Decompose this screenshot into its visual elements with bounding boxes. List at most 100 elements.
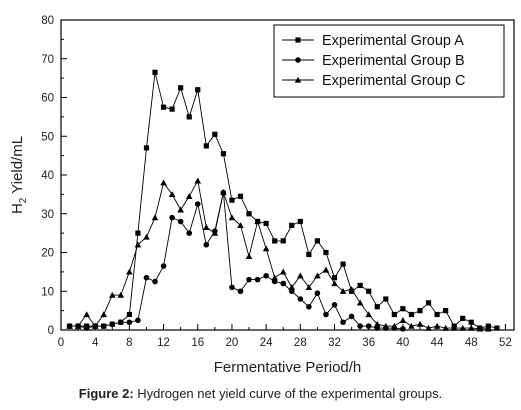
series-line xyxy=(69,179,489,330)
data-point xyxy=(160,263,167,269)
data-point xyxy=(160,179,167,186)
data-point xyxy=(83,311,90,318)
data-point xyxy=(262,245,270,252)
data-point xyxy=(152,69,158,75)
series-line xyxy=(69,192,403,330)
data-point xyxy=(109,321,116,327)
x-axis-title: Fermentative Period/h xyxy=(214,359,362,376)
data-point xyxy=(134,241,142,248)
data-point xyxy=(366,288,372,294)
data-point xyxy=(417,308,423,314)
data-point xyxy=(408,311,415,318)
y-tick-label: 70 xyxy=(41,54,54,66)
data-point xyxy=(229,284,235,291)
data-point xyxy=(425,300,432,306)
data-point xyxy=(169,106,175,112)
x-tick-label: 36 xyxy=(362,337,375,349)
legend-entry: Experimental Group C xyxy=(282,73,465,89)
data-point xyxy=(135,317,141,324)
x-tick-label: 20 xyxy=(226,337,239,349)
data-point xyxy=(340,261,346,267)
data-point xyxy=(263,220,269,227)
legend-entry: Experimental Group A xyxy=(282,33,464,49)
data-point xyxy=(100,323,107,329)
data-point xyxy=(323,311,329,318)
data-point xyxy=(220,151,226,157)
data-point xyxy=(314,238,321,244)
data-point xyxy=(271,274,278,281)
data-point xyxy=(220,189,227,196)
x-tick-label: 32 xyxy=(328,337,341,349)
y-axis-title-main: H xyxy=(9,203,26,214)
data-point xyxy=(357,323,363,329)
data-point xyxy=(211,229,219,236)
legend-label: Experimental Group B xyxy=(322,53,465,69)
data-point xyxy=(306,251,312,258)
data-point xyxy=(467,324,475,331)
data-point xyxy=(331,302,338,308)
series-layer xyxy=(66,69,500,332)
data-point xyxy=(339,287,347,294)
y-axis-title-subscript: 2 xyxy=(18,197,29,203)
data-point xyxy=(91,322,99,329)
data-point xyxy=(245,253,253,260)
data-point xyxy=(160,104,167,110)
legend-label: Experimental Group A xyxy=(322,33,464,49)
data-point xyxy=(117,291,125,298)
data-point xyxy=(365,323,372,329)
data-point xyxy=(151,214,159,221)
data-point xyxy=(373,320,381,327)
data-point xyxy=(289,222,295,228)
legend-marker xyxy=(295,57,301,63)
y-axis-title: H2 Yield/mL xyxy=(9,136,29,214)
data-point xyxy=(400,326,406,332)
data-point xyxy=(348,313,355,320)
data-point xyxy=(126,311,132,318)
y-tick-label: 0 xyxy=(48,325,54,337)
y-tick-label: 30 xyxy=(41,209,54,221)
data-point xyxy=(143,274,150,281)
y-tick-label: 60 xyxy=(41,93,54,105)
data-point xyxy=(100,311,108,318)
data-point xyxy=(229,197,235,203)
data-point xyxy=(314,290,321,296)
data-point xyxy=(443,308,449,314)
series-c xyxy=(66,177,492,332)
data-point xyxy=(288,284,296,291)
data-point xyxy=(306,303,312,310)
x-tick-label: 8 xyxy=(126,337,132,349)
data-point xyxy=(450,324,458,331)
data-point xyxy=(323,249,329,256)
data-point xyxy=(494,325,500,331)
data-point xyxy=(305,284,313,291)
legend-label: Experimental Group C xyxy=(322,73,465,89)
y-tick-label: 50 xyxy=(41,131,54,143)
data-point xyxy=(118,319,124,326)
data-point xyxy=(391,322,398,329)
data-point xyxy=(212,131,218,137)
x-tick-label: 0 xyxy=(58,337,64,349)
data-point xyxy=(272,238,278,244)
series-line xyxy=(69,72,498,329)
data-point xyxy=(126,319,133,326)
data-point xyxy=(143,233,150,240)
data-point xyxy=(399,317,407,323)
data-point xyxy=(203,224,210,230)
figure-caption-text: Hydrogen net yield curve of the experime… xyxy=(133,386,443,401)
data-point xyxy=(416,320,424,327)
data-point xyxy=(186,114,192,120)
data-point xyxy=(108,291,116,298)
data-point xyxy=(365,311,372,318)
y-tick-label: 20 xyxy=(41,248,54,260)
data-point xyxy=(66,322,73,329)
data-point xyxy=(459,324,467,331)
x-tick-label: 4 xyxy=(92,337,99,349)
data-point xyxy=(194,177,202,184)
data-point xyxy=(203,143,209,149)
data-point xyxy=(152,278,158,285)
data-point xyxy=(314,272,321,279)
x-tick-label: 16 xyxy=(191,337,204,349)
data-point xyxy=(263,272,269,279)
data-point xyxy=(126,268,133,275)
data-point xyxy=(237,193,244,199)
